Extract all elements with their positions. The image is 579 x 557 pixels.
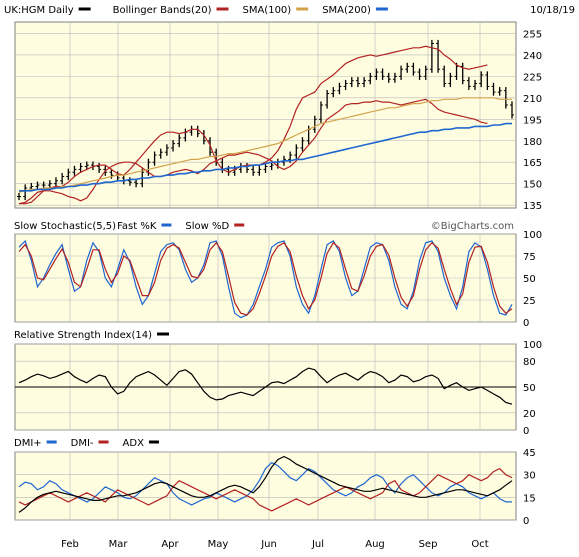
stochastic-panel-header — [0, 216, 579, 234]
dmi-panel-line-adx — [18, 455, 513, 513]
x-tick-label: Aug — [365, 539, 385, 550]
stochastic-panel-line-slow-d — [18, 241, 513, 316]
dmi-panel-y-tick-label: 45 — [523, 448, 536, 459]
stochastic-panel-y-tick-label: 75 — [523, 252, 536, 263]
dmi-panel-y-tick-label: 15 — [523, 493, 536, 504]
x-tick-label: Jun — [260, 539, 277, 550]
x-tick-label: Apr — [161, 539, 179, 550]
price-panel-line-bollinger-bands-20 — [18, 98, 488, 205]
x-tick-label: May — [208, 539, 229, 550]
price-panel-header — [0, 0, 579, 22]
dmi-panel-line-dmi — [18, 461, 512, 506]
stochastic-panel-y-tick-label: 0 — [523, 318, 529, 329]
rsi-panel-y-tick-label: 0 — [523, 426, 529, 437]
price-panel-y-tick-label: 195 — [523, 115, 542, 126]
x-tick-label: Mar — [109, 539, 129, 550]
x-tick-label: Jul — [311, 539, 324, 550]
legend-fast-k-label: Fast %K — [117, 221, 157, 232]
date-label: 10/18/19 — [530, 5, 575, 16]
stochastic-panel-y-tick-label: 25 — [523, 296, 536, 307]
rsi-panel-y-tick-label: 50 — [523, 383, 536, 394]
dmi-panel-y-tick-label: 30 — [523, 471, 536, 482]
legend-sma200-label: SMA(200) — [322, 5, 371, 16]
stochastic-panel-line-fast-k — [18, 239, 513, 319]
x-tick-label: Sep — [419, 539, 438, 550]
rsi-panel-y-tick-label: 20 — [523, 409, 536, 420]
legend-bollinger-label: Bollinger Bands(20) — [113, 5, 212, 16]
legend-adx-label: ADX — [123, 438, 145, 449]
legend-price-label: UK:HGM Daily — [4, 5, 74, 16]
dmi-panel-header — [0, 434, 579, 452]
dmi-panel-y-tick-label: 0 — [523, 516, 529, 527]
legend-rsi-label: Relative Strength Index(14) — [14, 330, 152, 341]
price-panel-y-tick-label: 210 — [523, 94, 542, 105]
price-panel-line-sma-100 — [18, 97, 512, 193]
price-panel-background — [14, 21, 517, 209]
legend-dmi-plus-label: DMI+ — [14, 438, 42, 449]
price-panel-y-tick-label: 255 — [523, 29, 542, 40]
price-panel-y-tick-label: 165 — [523, 158, 542, 169]
price-panel-y-tick-label: 150 — [523, 180, 542, 191]
legend-slow-d-label: Slow %D — [185, 221, 229, 232]
price-panel-line-sma-200 — [19, 122, 512, 192]
legend-stochastic-label: Slow Stochastic(5,5) — [14, 221, 116, 232]
legend-dmi-minus-label: DMI- — [71, 438, 94, 449]
price-panel-y-tick-label: 180 — [523, 137, 542, 148]
x-tick-label: Feb — [61, 539, 79, 550]
rsi-panel-header — [0, 326, 579, 344]
stochastic-panel-y-tick-label: 100 — [523, 230, 542, 241]
rsi-panel-line-relative-strength-index-14 — [18, 367, 513, 405]
watermark-label: ©BigCharts.com — [431, 221, 514, 232]
price-panel-y-tick-label: 225 — [523, 72, 542, 83]
price-panel-y-tick-label: 240 — [523, 51, 542, 62]
rsi-panel-y-tick-label: 100 — [523, 340, 542, 351]
price-panel-y-tick-label: 135 — [523, 201, 542, 212]
dmi-panel-background — [14, 451, 517, 521]
stochastic-panel-y-tick-label: 50 — [523, 274, 536, 285]
legend-sma100-label: SMA(100) — [242, 5, 291, 16]
rsi-panel-y-tick-label: 80 — [523, 357, 536, 368]
x-tick-label: Oct — [471, 539, 488, 550]
